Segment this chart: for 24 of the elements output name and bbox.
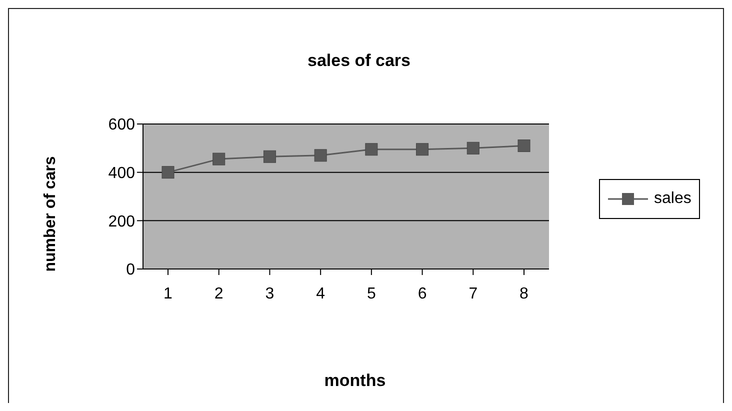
x-tick-label: 3 xyxy=(265,285,274,302)
point xyxy=(365,143,378,156)
point xyxy=(212,152,226,166)
y-tick-label: 600 xyxy=(108,116,136,134)
legend-label: sales xyxy=(654,190,692,208)
point xyxy=(314,149,327,162)
x-axis-title: months xyxy=(323,371,387,391)
x-tick-label: 1 xyxy=(164,285,173,302)
point xyxy=(263,150,276,163)
x-tick-label: 7 xyxy=(468,285,478,302)
x-tick-label: 5 xyxy=(366,285,376,302)
point xyxy=(518,140,530,152)
point xyxy=(162,166,174,179)
point xyxy=(416,143,429,156)
x-tick-label: 8 xyxy=(520,285,529,302)
chart-title: sales of cars xyxy=(306,51,412,71)
y-tick-label: 0 xyxy=(126,262,136,279)
y-axis-title: number of cars xyxy=(42,156,60,272)
x-tick-label: 2 xyxy=(214,285,224,302)
x-tick-label: 6 xyxy=(418,285,427,302)
y-tick-label: 200 xyxy=(108,213,136,230)
point xyxy=(466,142,480,154)
y-tick-label: 400 xyxy=(108,165,136,182)
x-tick-label: 4 xyxy=(316,285,326,302)
